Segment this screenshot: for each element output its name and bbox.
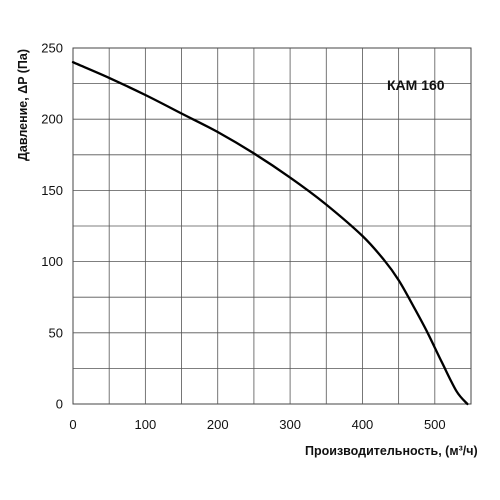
y-tick-label: 50 — [49, 325, 63, 340]
y-tick-label: 100 — [41, 254, 63, 269]
y-tick-label: 150 — [41, 183, 63, 198]
x-tick-label: 100 — [135, 417, 157, 432]
x-axis-label: Производительность, (м³/ч) — [305, 444, 478, 458]
x-tick-label: 500 — [424, 417, 446, 432]
x-tick-label: 400 — [352, 417, 374, 432]
x-tick-label: 200 — [207, 417, 229, 432]
x-tick-labels: 0 100 200 300 400 500 — [69, 417, 445, 432]
x-tick-label: 0 — [69, 417, 76, 432]
y-tick-labels: 0 50 100 150 200 250 — [41, 41, 63, 412]
legend-series-label: КАМ 160 — [387, 77, 445, 93]
y-tick-label: 0 — [56, 397, 63, 412]
y-tick-label: 200 — [41, 112, 63, 127]
grid — [72, 47, 472, 405]
y-axis-label: Давление, ΔP (Па) — [16, 49, 30, 161]
y-tick-label: 250 — [41, 41, 63, 56]
series-line — [71, 61, 469, 406]
x-tick-label: 300 — [279, 417, 301, 432]
